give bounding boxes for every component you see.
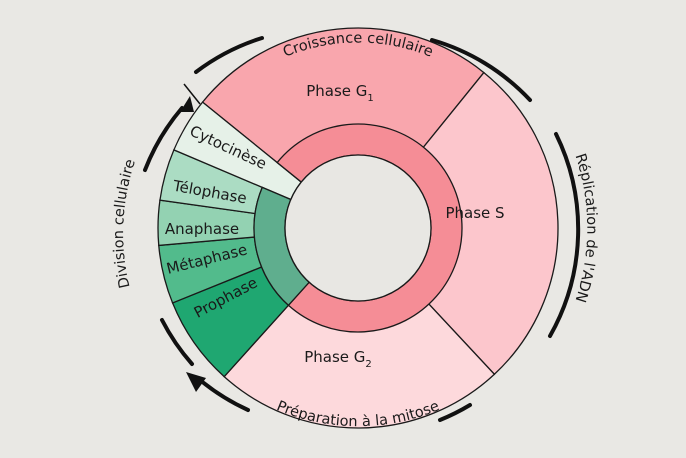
arc-division	[160, 318, 194, 366]
phase-s-label: Phase S	[445, 204, 504, 222]
anaphase-label: Anaphase	[165, 220, 239, 238]
arc-replication	[548, 132, 581, 338]
arrow-head-bottom-icon	[186, 372, 206, 392]
phase-g1-label: Phase G1	[306, 82, 374, 104]
arc-division-top	[143, 106, 184, 172]
arrow-head-top-icon	[180, 96, 194, 112]
arc-preparation	[438, 403, 472, 422]
label-replication: Réplication de l'ADN	[572, 152, 600, 304]
center-hole	[284, 154, 432, 302]
label-division: Division cellulaire	[111, 157, 139, 289]
arc-growth-right	[430, 38, 532, 102]
arc-growth	[194, 36, 264, 74]
cycle-start-marker	[183, 83, 201, 105]
phase-g2-label: Phase G2	[304, 348, 372, 370]
